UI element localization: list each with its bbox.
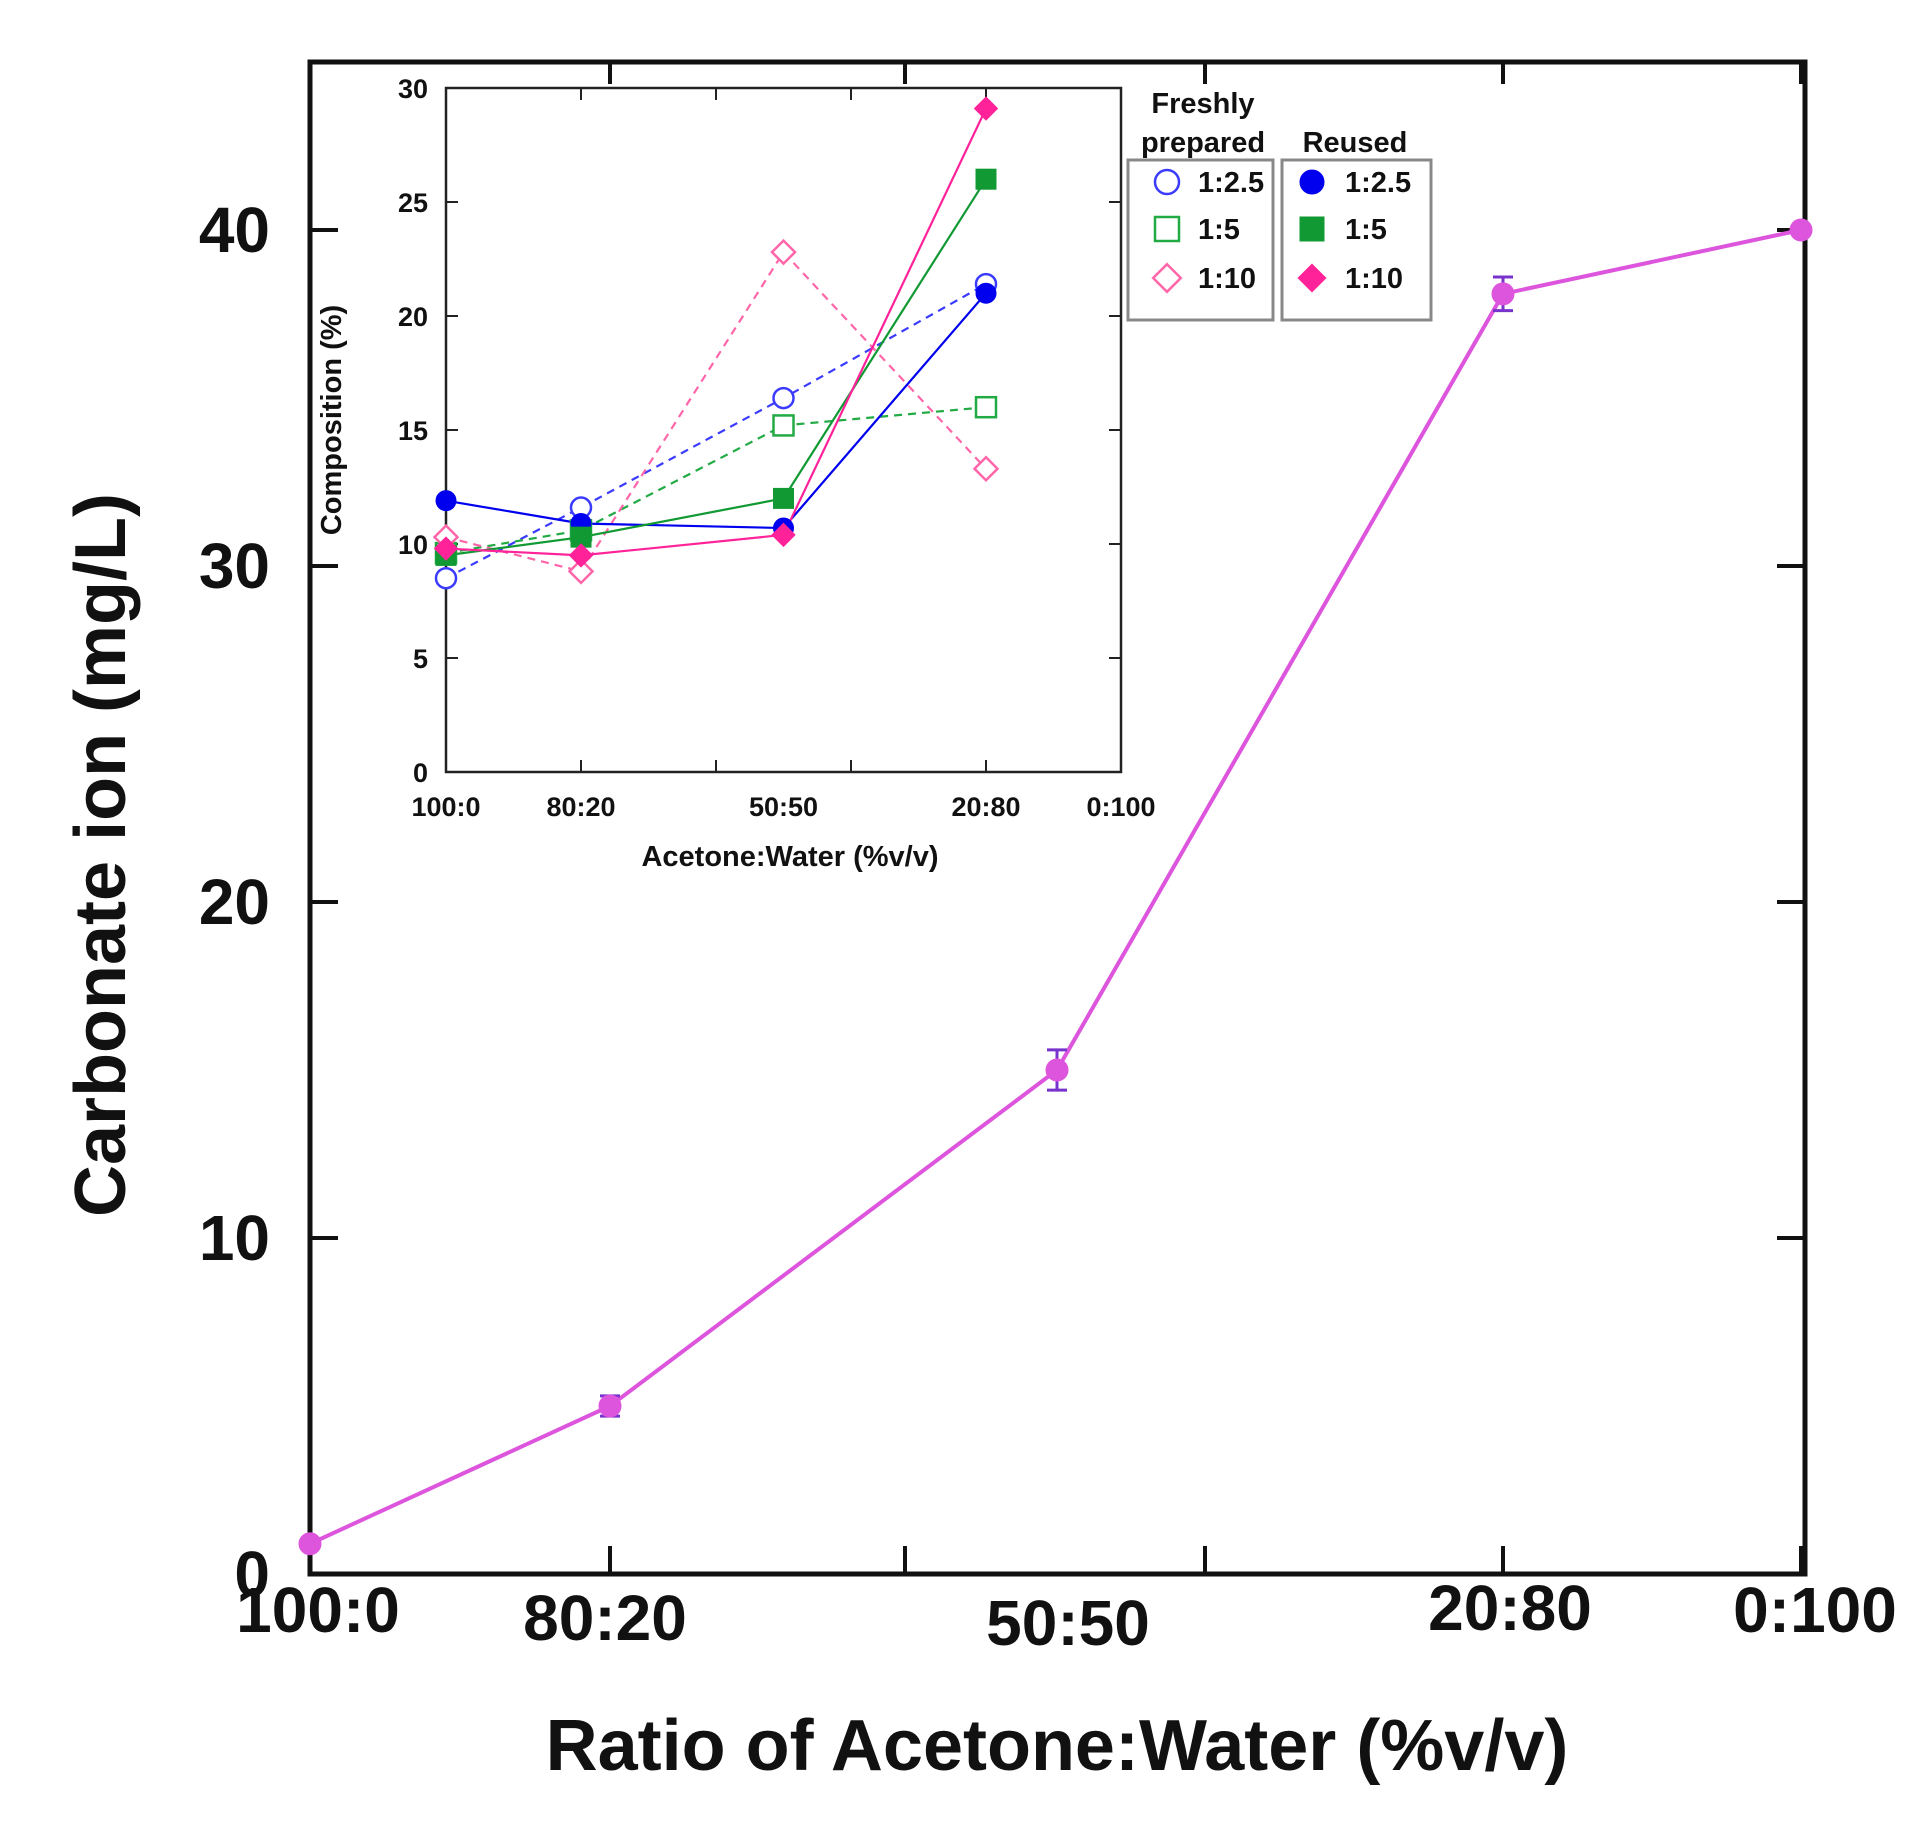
inset-x-tick-label: 20:80 <box>951 792 1020 822</box>
main-y-tick-label: 20 <box>199 866 270 938</box>
legend-reused-title: Reused <box>1303 127 1408 159</box>
inset-data-point <box>972 455 1000 483</box>
main-y-tick-label: 30 <box>199 530 270 602</box>
inset-x-tick-label: 0:100 <box>1086 792 1155 822</box>
inset-chart: 100:0 80:20 50:50 20:80 0:100 0 5 10 15 20 25 30 A… <box>316 74 1433 873</box>
inset-y-tick-label: 30 <box>398 74 428 104</box>
legend-label: 1:5 <box>1345 214 1387 246</box>
main-y-tick-label: 0 <box>234 1538 270 1610</box>
main-data-point <box>598 1394 622 1418</box>
main-y-tick-label: 40 <box>199 194 270 266</box>
inset-data-point <box>433 536 459 561</box>
legend-entries: 1:2.5 1:5 1:10 1:2.5 1:5 1:10 <box>1151 167 1411 295</box>
inset-data-point <box>773 487 794 509</box>
inset-series-line <box>445 250 987 573</box>
main-x-tick-label: 20:80 <box>1428 1572 1592 1644</box>
inset-y-tick-label: 10 <box>398 530 428 560</box>
inset-data-point <box>973 96 999 121</box>
main-data-point <box>1491 282 1515 306</box>
inset-data-point <box>974 395 998 419</box>
inset-y-tick-label: 0 <box>413 758 428 788</box>
inset-legend: Freshly prepared Reused 1:2.51:51:101:2.… <box>1126 88 1433 322</box>
inset-y-tick-labels: 0 5 10 15 20 25 30 <box>398 74 428 788</box>
inset-data-point <box>771 522 796 548</box>
legend-marker <box>1299 169 1325 195</box>
inset-data-point <box>434 566 458 590</box>
inset-y-tick-label: 20 <box>398 302 428 332</box>
legend-marker <box>1299 216 1325 242</box>
legend-label: 1:5 <box>1198 214 1240 246</box>
legend-marker <box>1153 168 1181 196</box>
inset-x-tick-label: 80:20 <box>546 792 615 822</box>
inset-x-tick-labels: 100:0 80:20 50:50 20:80 0:100 <box>411 792 1155 822</box>
legend-marker <box>1153 215 1181 243</box>
main-data-point <box>1789 218 1813 242</box>
legend-marker <box>1297 263 1327 293</box>
inset-data-point <box>568 543 594 568</box>
inset-data-point <box>435 490 457 512</box>
main-x-tick-label: 80:20 <box>523 1582 687 1654</box>
inset-series-line <box>445 292 987 530</box>
legend-label: 1:10 <box>1198 263 1256 295</box>
legend-fresh-title-line2: prepared <box>1141 127 1265 159</box>
main-series <box>298 218 1813 1556</box>
main-plot-frame <box>307 59 1808 1577</box>
main-data-point <box>1045 1058 1069 1082</box>
main-chart: 100:0 80:20 50:50 20:80 0:100 0 10 20 30 40 Rati… <box>61 59 1897 1786</box>
legend-marker <box>1151 262 1183 294</box>
legend-fresh-title-line1: Freshly <box>1151 88 1254 120</box>
inset-data-point <box>975 282 997 304</box>
legend-fresh-box <box>1126 158 1275 322</box>
inset-data-point <box>567 558 595 585</box>
inset-y-axis-label: Composition (%) <box>316 305 348 535</box>
inset-data-point <box>770 238 797 266</box>
main-x-axis-label: Ratio of Acetone:Water (%v/v) <box>546 1706 1569 1786</box>
inset-series-line <box>445 108 987 557</box>
inset-x-tick-label: 50:50 <box>749 792 818 822</box>
inset-x-axis-label: Acetone:Water (%v/v) <box>641 841 938 873</box>
inset-series-line <box>445 283 987 580</box>
main-x-tick-label: 0:100 <box>1733 1574 1897 1646</box>
main-x-tick-label: 100:0 <box>236 1574 400 1646</box>
inset-series-line <box>445 406 987 555</box>
main-x-tick-labels: 100:0 80:20 50:50 20:80 0:100 <box>236 1572 1897 1659</box>
main-x-tick-label: 50:50 <box>986 1587 1150 1659</box>
inset-x-tick-label: 100:0 <box>411 792 480 822</box>
main-y-axis-label: Carbonate ion (mg/L) <box>61 493 141 1217</box>
inset-series <box>432 96 1000 590</box>
legend-label: 1:2.5 <box>1198 167 1264 199</box>
inset-y-tick-label: 5 <box>413 644 428 674</box>
main-y-tick-label: 10 <box>199 1202 270 1274</box>
inset-data-point <box>772 414 795 437</box>
legend-label: 1:2.5 <box>1345 167 1411 199</box>
inset-data-point <box>975 168 997 190</box>
main-y-tick-labels: 0 10 20 30 40 <box>199 194 270 1610</box>
main-data-point <box>298 1532 322 1556</box>
inset-y-tick-label: 15 <box>398 416 428 446</box>
inset-series-line <box>445 178 987 557</box>
inset-y-tick-label: 25 <box>398 188 428 218</box>
legend-label: 1:10 <box>1345 263 1403 295</box>
inset-data-point <box>772 386 795 410</box>
